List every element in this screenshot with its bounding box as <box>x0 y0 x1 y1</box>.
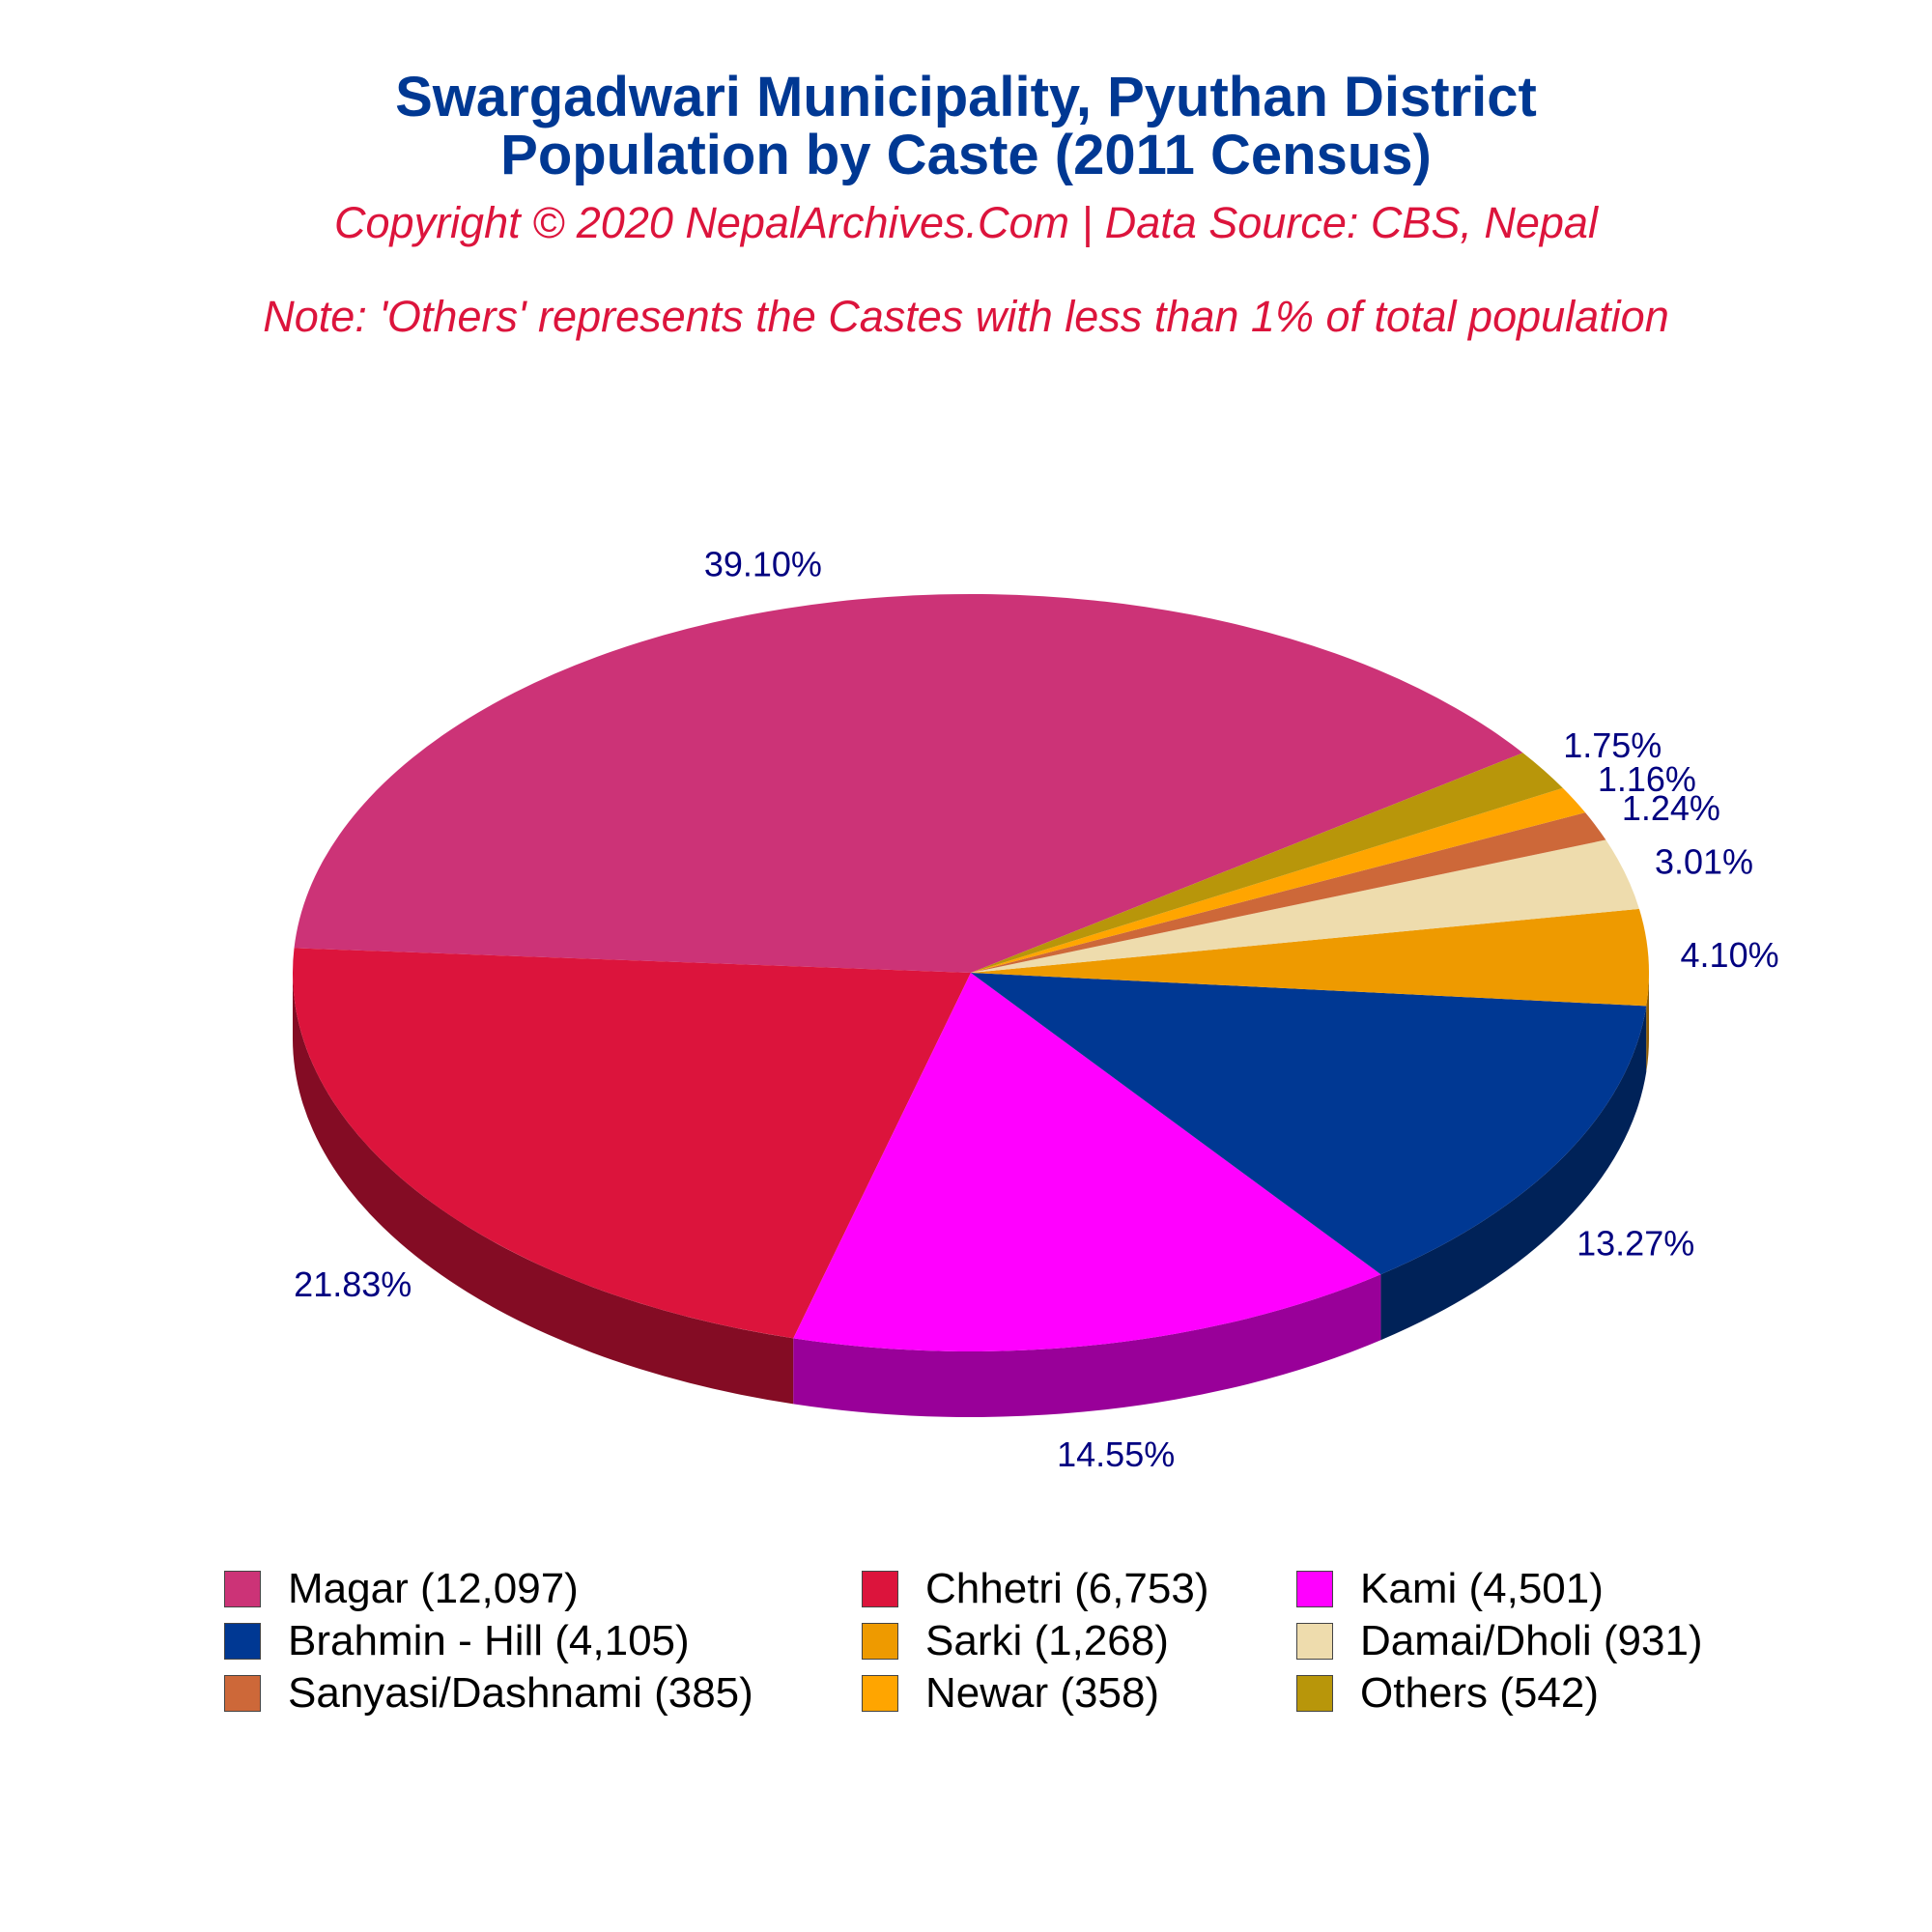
legend-label: Sanyasi/Dashnami (385) <box>288 1669 753 1717</box>
legend-item-others: Others (542) <box>1296 1669 1760 1718</box>
pie-slice-damai-dholi <box>971 839 1639 973</box>
pie-slice-sarki <box>971 908 1649 1007</box>
pie-label-sanyasi-dashnami: 1.24% <box>1622 788 1720 828</box>
pie-label-chhetri: 21.83% <box>294 1264 412 1304</box>
legend-item-kami: Kami (4,501) <box>1296 1565 1760 1613</box>
pie-label-others: 1.75% <box>1563 725 1662 765</box>
legend-item-sarki: Sarki (1,268) <box>862 1617 1296 1665</box>
pie-slice-brahmin-hill <box>971 973 1647 1275</box>
pie-slice-magar <box>294 593 1523 973</box>
legend-label: Damai/Dholi (931) <box>1360 1617 1703 1664</box>
note-text: Note: 'Others' represents the Castes wit… <box>263 292 1669 341</box>
legend-item-damai-dholi: Damai/Dholi (931) <box>1296 1617 1760 1665</box>
legend-label: Sarki (1,268) <box>925 1617 1169 1664</box>
legend-label: Newar (358) <box>925 1669 1160 1717</box>
legend-swatch <box>862 1675 898 1712</box>
pie-slice-kami <box>793 973 1381 1351</box>
legend-item-newar: Newar (358) <box>862 1669 1296 1718</box>
pie-side-layer <box>293 973 1649 1417</box>
legend-swatch <box>224 1571 261 1607</box>
legend-row: Brahmin - Hill (4,105) Sarki (1,268) Dam… <box>224 1615 1770 1667</box>
legend-row: Sanyasi/Dashnami (385) Newar (358) Other… <box>224 1667 1770 1719</box>
pie-slice-sanyasi-dashnami <box>971 812 1606 973</box>
pie-top-layer <box>292 593 1649 1351</box>
legend-row: Magar (12,097) Chhetri (6,753) Kami (4,5… <box>224 1563 1770 1615</box>
legend-label: Chhetri (6,753) <box>925 1565 1209 1612</box>
pie-side-kami <box>793 1274 1381 1417</box>
legend-swatch <box>224 1675 261 1712</box>
legend-label: Others (542) <box>1360 1669 1599 1717</box>
legend-swatch <box>1296 1571 1333 1607</box>
legend-label: Kami (4,501) <box>1360 1565 1604 1612</box>
pie-side-brahmin-hill <box>1380 1006 1647 1341</box>
copyright-text: Copyright © 2020 NepalArchives.Com | Dat… <box>334 198 1598 247</box>
pie-slice-others <box>971 753 1563 973</box>
chart-title-line2: Population by Caste (2011 Census) <box>500 124 1432 186</box>
pie-label-magar: 39.10% <box>704 545 822 584</box>
legend-swatch <box>862 1623 898 1660</box>
legend-swatch <box>862 1571 898 1607</box>
legend: Magar (12,097) Chhetri (6,753) Kami (4,5… <box>224 1563 1770 1719</box>
pie-label-layer: 39.10%21.83%14.55%13.27%4.10%3.01%1.24%1… <box>294 545 1778 1474</box>
pie-slice-newar <box>971 787 1586 973</box>
legend-label: Brahmin - Hill (4,105) <box>288 1617 690 1664</box>
pie-side-sarki <box>1646 973 1649 1072</box>
legend-item-brahmin-hill: Brahmin - Hill (4,105) <box>224 1617 862 1665</box>
pie-side-chhetri <box>293 973 794 1405</box>
legend-label: Magar (12,097) <box>288 1565 579 1612</box>
legend-item-magar: Magar (12,097) <box>224 1565 862 1613</box>
pie-label-sarki: 4.10% <box>1681 935 1779 975</box>
legend-swatch <box>1296 1623 1333 1660</box>
legend-swatch <box>224 1623 261 1660</box>
legend-swatch <box>1296 1675 1333 1712</box>
legend-item-chhetri: Chhetri (6,753) <box>862 1565 1296 1613</box>
pie-label-damai-dholi: 3.01% <box>1655 841 1753 881</box>
pie-label-kami: 14.55% <box>1057 1435 1175 1474</box>
chart-title-line1: Swargadwari Municipality, Pyuthan Distri… <box>395 66 1537 128</box>
pie-label-brahmin-hill: 13.27% <box>1577 1223 1694 1263</box>
pie-label-newar: 1.16% <box>1598 759 1696 799</box>
legend-item-sanyasi-dashnami: Sanyasi/Dashnami (385) <box>224 1669 862 1718</box>
pie-slice-chhetri <box>292 948 971 1339</box>
